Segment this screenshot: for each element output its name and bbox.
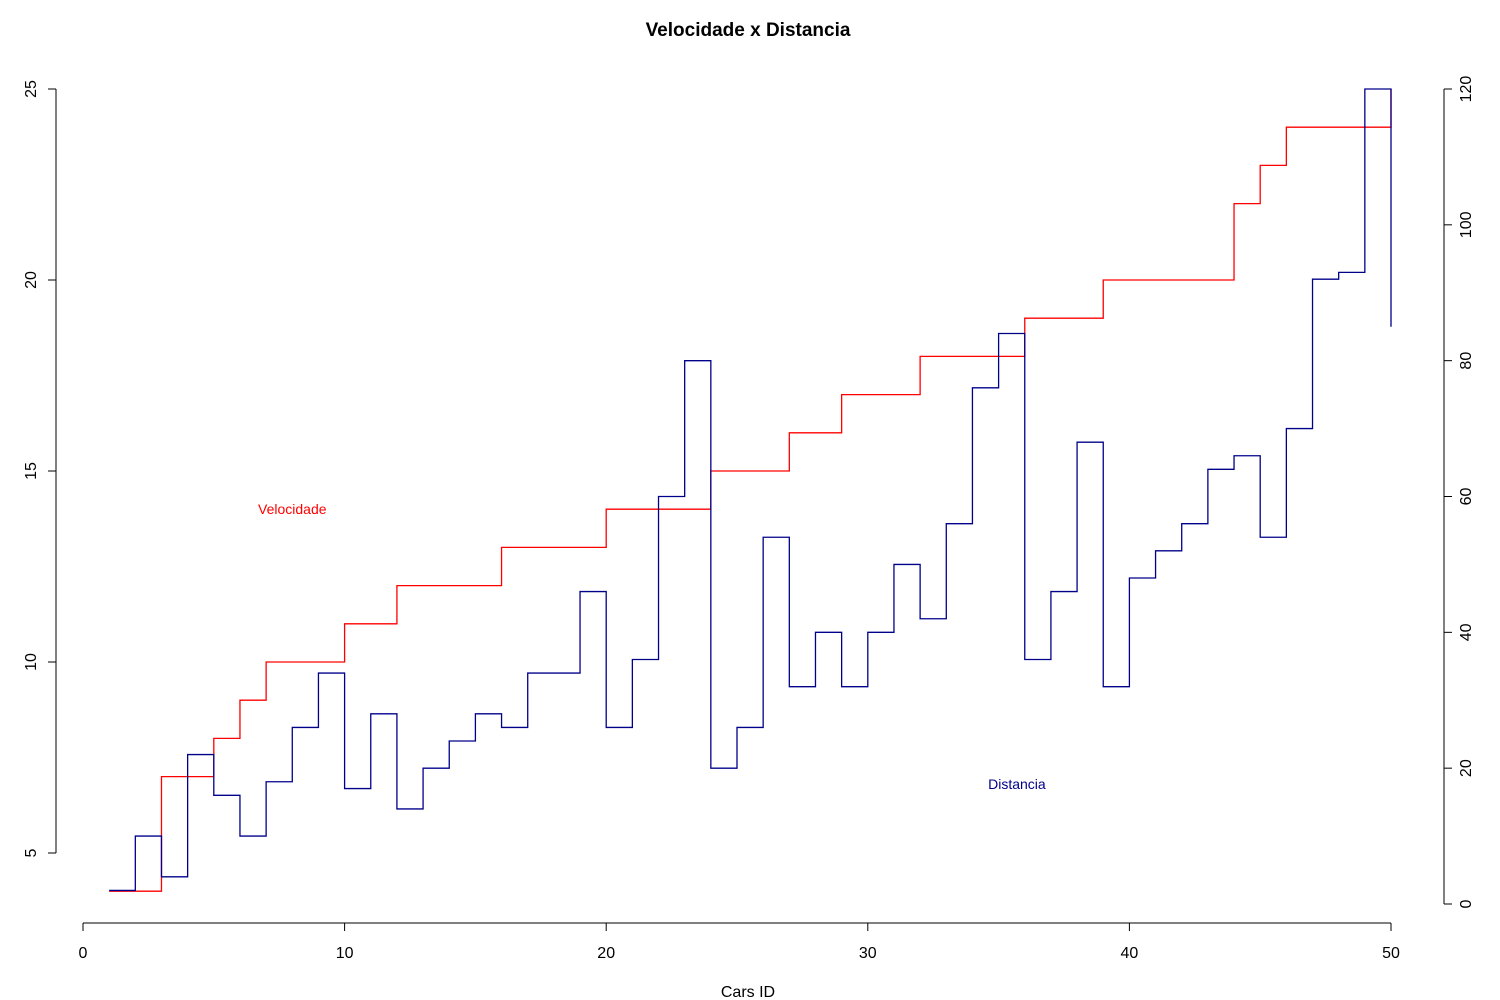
- annotation-velocidade: Velocidade: [258, 501, 327, 517]
- x-tick-label: 30: [859, 945, 877, 962]
- axes: 0 10 20 30 40 50 5 10 15 20 25 0 20 40 60 80 100 120: [23, 76, 1475, 962]
- y-right-tick-label: 80: [1458, 352, 1475, 370]
- x-tick-label: 20: [597, 945, 615, 962]
- y-left-tick-label: 15: [23, 462, 40, 480]
- y-right-tick-label: 120: [1458, 76, 1475, 103]
- y-right-tick-label: 20: [1458, 759, 1475, 777]
- y-right-tick-label: 60: [1458, 488, 1475, 506]
- annotation-distancia: Distancia: [988, 776, 1046, 792]
- chart-title: Velocidade x Distancia: [646, 20, 851, 41]
- y-right-tick-label: 40: [1458, 623, 1475, 641]
- y-left-tick-label: 20: [23, 271, 40, 289]
- annotation-layer: Velocidade Distancia: [258, 501, 1046, 792]
- series-line-speed: [109, 89, 1392, 892]
- x-tick-label: 40: [1121, 945, 1139, 962]
- y-left-tick-label: 5: [23, 848, 40, 857]
- x-axis-label: Cars ID: [721, 984, 775, 1000]
- x-tick-label: 10: [336, 945, 354, 962]
- y-left-tick-label: 10: [23, 653, 40, 671]
- series-line-dist: [109, 88, 1392, 892]
- x-tick-label: 0: [79, 945, 88, 962]
- series-layer: [109, 88, 1392, 892]
- y-right-tick-label: 100: [1458, 211, 1475, 238]
- x-tick-label: 50: [1382, 945, 1400, 962]
- y-left-tick-label: 25: [23, 80, 40, 98]
- y-right-tick-label: 0: [1458, 899, 1475, 908]
